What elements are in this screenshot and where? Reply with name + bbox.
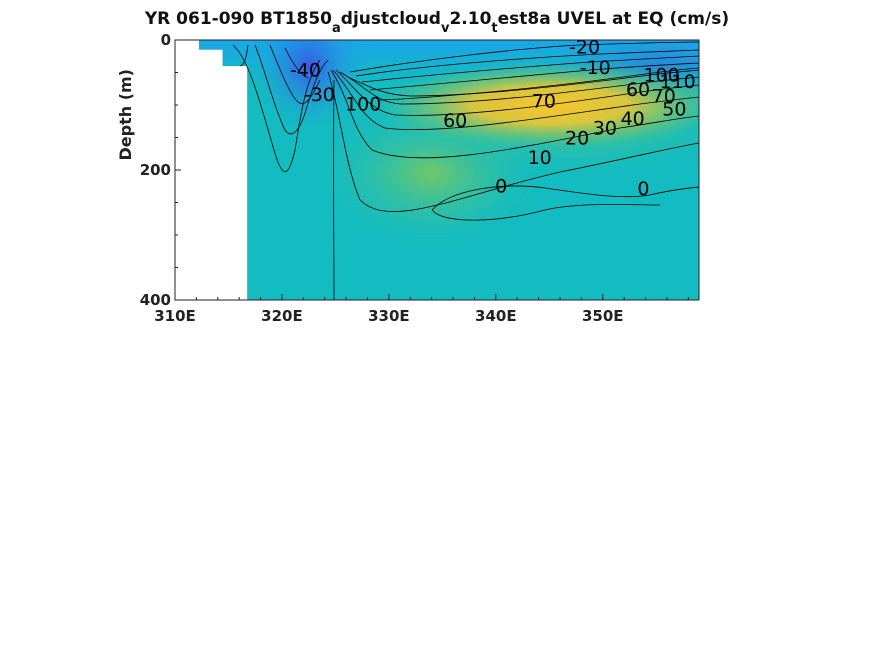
- contour-line: [349, 69, 699, 97]
- contour-label: 60: [626, 79, 650, 101]
- contour-line: [431, 185, 699, 211]
- contour-line: [339, 71, 699, 105]
- y-tick-label: 400: [140, 291, 171, 309]
- contour-label: 0: [495, 175, 507, 197]
- contour-label: 40: [621, 108, 645, 130]
- contour-line: [379, 67, 699, 101]
- contour-label: 70: [652, 86, 676, 108]
- contour-label: 30: [593, 118, 617, 140]
- contour-line: [361, 55, 699, 83]
- contour-line: [349, 41, 699, 73]
- x-tick-label: 350E: [582, 307, 624, 325]
- contour-line: [269, 44, 321, 104]
- contour-label: -10: [580, 57, 611, 79]
- contour-line: [332, 69, 699, 131]
- contour-label: 100: [345, 94, 381, 116]
- contour-label: -20: [569, 36, 600, 58]
- x-tick-label: 330E: [368, 307, 410, 325]
- title-segment: 2.10: [449, 9, 491, 29]
- contour-label: 20: [565, 127, 589, 149]
- contour-label: 50: [662, 99, 686, 121]
- contour-line: [254, 44, 329, 135]
- chart-title: YR 061-090 BT1850adjustcloudv2.10test8a …: [144, 9, 729, 36]
- x-axis: 310E 320E 330E 340E 350E: [154, 294, 689, 325]
- title-segment: t: [491, 21, 497, 36]
- contour-label: -40: [290, 60, 321, 82]
- contour-label: 60: [443, 110, 467, 132]
- contour-label: 70: [532, 90, 556, 112]
- westward-current-core: [250, 40, 367, 132]
- x-tick-label: 340E: [475, 307, 517, 325]
- x-tick-label: 310E: [154, 307, 196, 325]
- y-axis-label: Depth (m): [116, 69, 135, 161]
- title-segment: djustcloud: [341, 9, 441, 29]
- contour-line: [284, 47, 309, 79]
- contour-line: [335, 69, 699, 116]
- contour-lines: [232, 41, 699, 300]
- contour-line: [232, 44, 321, 172]
- contour-label: 110: [659, 71, 695, 93]
- land-mask: [198, 49, 223, 300]
- undercurrent-core: [374, 63, 699, 147]
- y-tick-label: 200: [140, 161, 171, 179]
- contour-label: 10: [528, 147, 552, 169]
- title-segment: YR 061-090 BT1850: [144, 9, 332, 29]
- y-tick-label: 0: [161, 31, 171, 49]
- y-axis: 0 200 400: [140, 31, 181, 309]
- contour-line: [355, 49, 699, 77]
- x-tick-label: 320E: [261, 307, 303, 325]
- contour-label: 100: [643, 64, 679, 86]
- title-segment: a: [332, 21, 341, 36]
- contour-line: [330, 69, 699, 159]
- contour-label: -30: [304, 84, 335, 106]
- contour-line: [431, 204, 661, 221]
- contour-line: [327, 71, 699, 212]
- contour-line: [369, 62, 699, 91]
- contour-line: [239, 44, 249, 67]
- title-segment: est8a UVEL at EQ (cm/s): [498, 9, 729, 29]
- land-mask: [222, 66, 248, 300]
- title-segment: v: [441, 21, 450, 36]
- contour-label: 0: [637, 178, 649, 200]
